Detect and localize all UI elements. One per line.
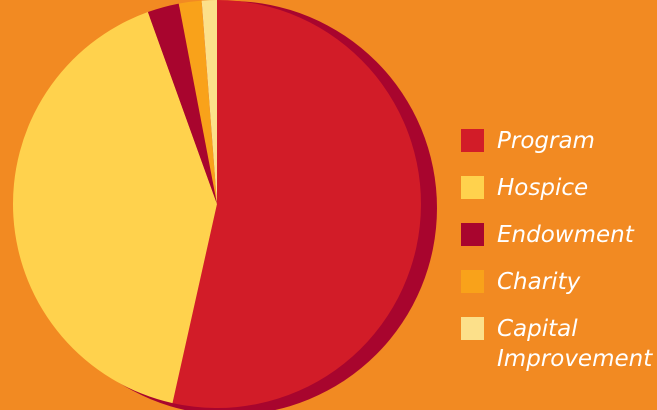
legend-swatch bbox=[461, 223, 484, 246]
legend-item: Capital Improvement bbox=[461, 314, 653, 374]
legend-label: Hospice bbox=[497, 175, 589, 201]
legend-item: Charity bbox=[461, 267, 651, 297]
pie-slice-program bbox=[172, 0, 421, 408]
legend-label: Endowment bbox=[497, 222, 634, 248]
pie-slice-endowment bbox=[147, 3, 217, 204]
pie-slice-hospice bbox=[12, 12, 218, 404]
legend-swatch bbox=[461, 129, 484, 152]
chart-legend: Program Hospice Endowment Charity Capital Im… bbox=[461, 126, 653, 391]
legend-item: Endowment bbox=[461, 220, 651, 250]
legend-swatch bbox=[461, 176, 484, 199]
pie-slice-capital-improvement bbox=[201, 0, 217, 204]
legend-label: Program bbox=[497, 128, 595, 154]
legend-item: Program bbox=[461, 126, 651, 156]
legend-swatch bbox=[461, 270, 484, 293]
legend-label: Charity bbox=[497, 269, 581, 295]
pie-slice-charity bbox=[178, 0, 217, 204]
legend-item: Hospice bbox=[461, 173, 651, 203]
legend-label: Capital Improvement bbox=[497, 316, 653, 372]
legend-swatch bbox=[461, 317, 484, 340]
pie-slices bbox=[12, 0, 421, 408]
